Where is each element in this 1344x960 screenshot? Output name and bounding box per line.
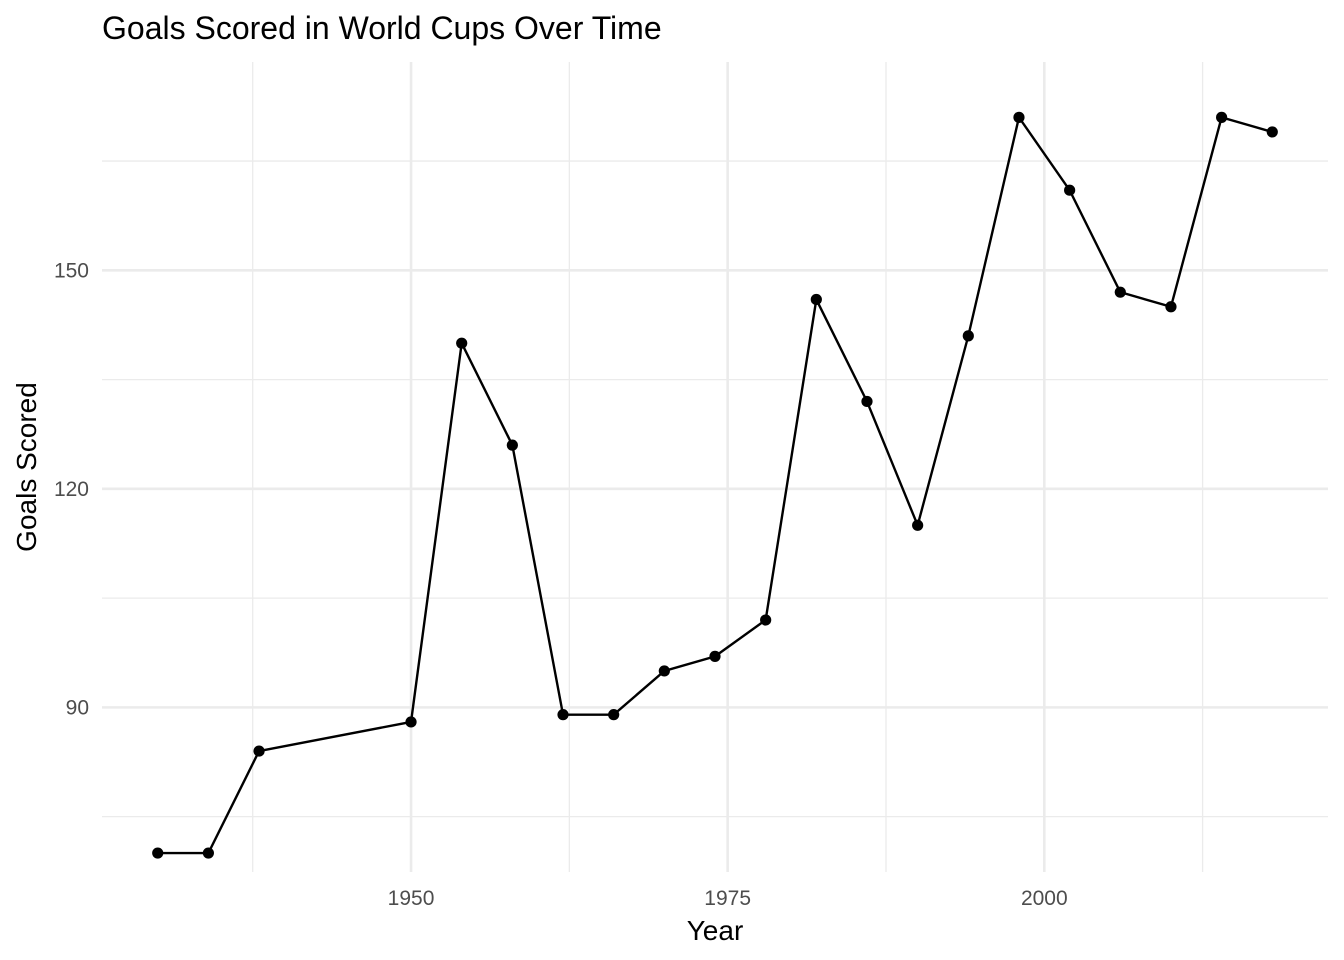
x-tick-label: 2000 xyxy=(1021,887,1068,910)
x-tick-label: 1950 xyxy=(388,887,435,910)
data-point xyxy=(962,330,974,342)
data-point xyxy=(1216,111,1228,123)
data-point xyxy=(810,293,822,306)
data-point xyxy=(557,709,569,721)
data-point xyxy=(1064,184,1076,196)
data-point xyxy=(1165,301,1177,313)
data-point xyxy=(912,519,924,531)
data-point xyxy=(709,650,721,662)
data-point xyxy=(760,614,772,626)
data-point xyxy=(861,395,873,408)
points-layer xyxy=(152,111,1278,859)
data-point xyxy=(1013,111,1025,123)
x-tick-label: 1975 xyxy=(704,887,751,910)
data-point xyxy=(202,847,214,859)
chart-title: Goals Scored in World Cups Over Time xyxy=(102,10,662,46)
y-tick-label: 90 xyxy=(66,696,89,719)
data-point xyxy=(1266,126,1278,138)
data-point xyxy=(658,665,670,677)
y-tick-label: 150 xyxy=(54,259,89,282)
x-axis-tick-labels: 1950 1975 2000 xyxy=(388,887,1068,910)
x-axis-title: Year xyxy=(687,915,744,946)
y-axis-tick-labels: 90 120 150 xyxy=(54,259,89,719)
data-point xyxy=(253,745,265,757)
y-axis-title: Goals Scored xyxy=(11,382,42,552)
data-point xyxy=(456,337,468,349)
y-tick-label: 120 xyxy=(54,478,89,501)
data-point xyxy=(152,847,164,859)
minor-gridlines xyxy=(102,62,1328,872)
data-point xyxy=(506,439,518,451)
major-gridlines xyxy=(102,62,1328,872)
data-point xyxy=(608,709,620,721)
data-point xyxy=(405,716,417,728)
data-point xyxy=(1114,286,1126,298)
